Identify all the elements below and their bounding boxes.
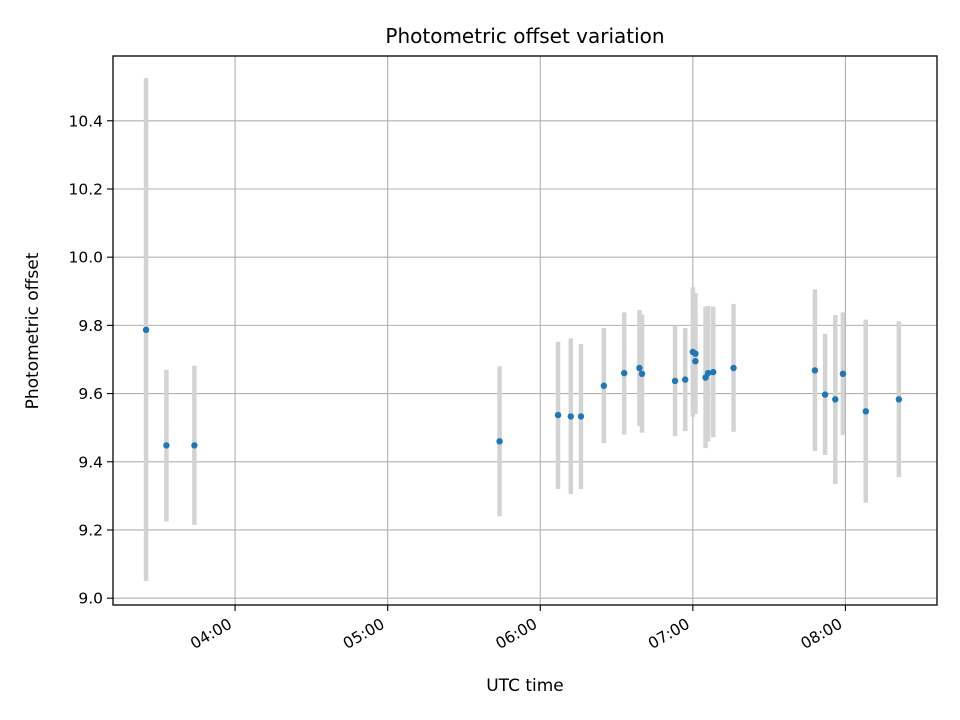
- data-point: [704, 369, 712, 377]
- grid-lines: [113, 56, 937, 605]
- data-point: [600, 382, 608, 389]
- data-points: [142, 326, 903, 449]
- chart-title: Photometric offset variation: [385, 24, 664, 48]
- data-point: [620, 369, 628, 377]
- data-point: [577, 413, 585, 420]
- data-point: [682, 376, 689, 383]
- data-point: [638, 370, 646, 378]
- y-tick-label: 9.0: [78, 590, 103, 608]
- data-point: [567, 413, 574, 420]
- data-point: [811, 367, 819, 374]
- data-point: [671, 377, 679, 385]
- y-tick-label: 9.4: [78, 453, 103, 471]
- plot-area-frame: [112, 55, 938, 606]
- y-tick-label: 10.4: [68, 112, 103, 130]
- data-point: [636, 364, 643, 372]
- y-tick-label: 9.8: [78, 317, 103, 335]
- data-point: [496, 438, 503, 445]
- data-point: [821, 391, 829, 398]
- data-point: [730, 364, 737, 372]
- y-tick-label: 10.2: [68, 180, 103, 198]
- data-point: [895, 396, 903, 403]
- data-point: [692, 357, 699, 365]
- data-point: [692, 350, 699, 357]
- data-point: [832, 396, 839, 403]
- data-point: [191, 442, 198, 449]
- data-point: [709, 368, 717, 376]
- data-point: [163, 442, 170, 449]
- y-axis-ticks: 9.0 9.2 9.4 9.6 9.8 10.0 10.2 10.4: [68, 112, 113, 608]
- y-axis-label: Photometric offset: [23, 252, 43, 409]
- data-point: [862, 408, 869, 415]
- data-point: [142, 326, 150, 334]
- y-tick-label: 10.0: [68, 249, 103, 267]
- x-axis-label: UTC time: [486, 676, 564, 696]
- y-tick-label: 9.6: [78, 385, 103, 403]
- data-point: [554, 411, 562, 419]
- y-tick-label: 9.2: [78, 521, 103, 539]
- data-point: [839, 370, 847, 378]
